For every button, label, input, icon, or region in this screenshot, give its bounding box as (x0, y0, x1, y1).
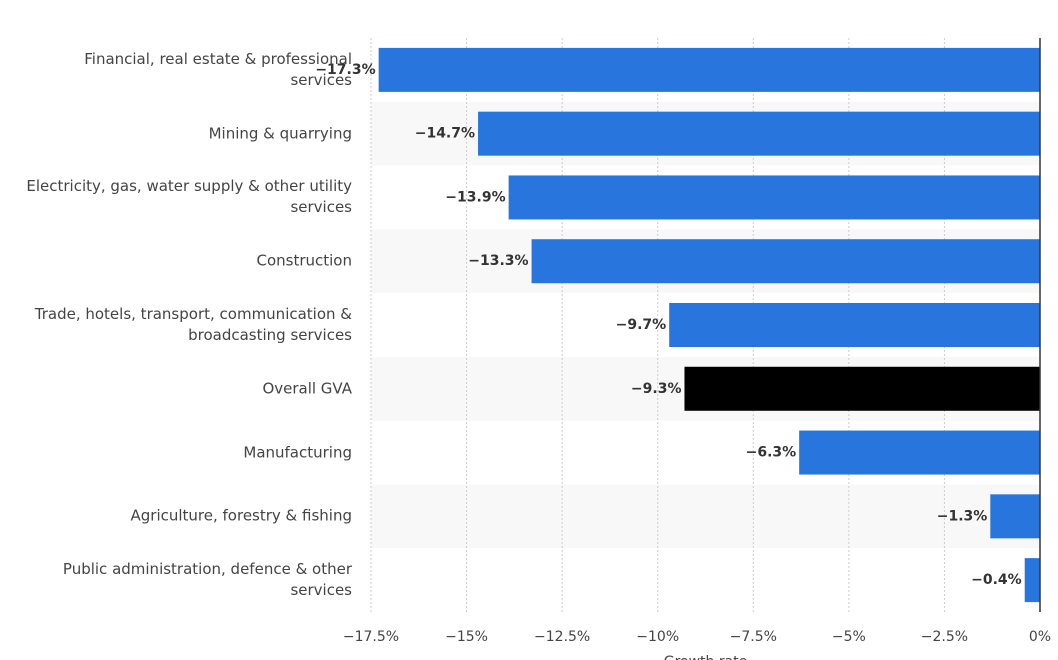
x-axis-label: Growth rate (664, 654, 748, 660)
bar (684, 366, 1040, 411)
value-label: −9.7% (616, 317, 667, 333)
y-tick-label: Public administration, defence & other s… (62, 560, 352, 600)
value-label: −6.3% (746, 445, 797, 461)
x-tick-label: −12.5% (534, 629, 590, 645)
bar (531, 239, 1040, 284)
x-tick-label: −2.5% (921, 629, 968, 645)
bar (508, 175, 1040, 220)
value-label: −13.3% (468, 253, 528, 269)
y-tick-label: Mining & quarrying (208, 124, 352, 143)
x-tick-label: −10% (636, 629, 679, 645)
bar (669, 303, 1040, 347)
y-tick-label: Trade, hotels, transport, communication … (34, 305, 352, 344)
bar (990, 494, 1040, 539)
bar (799, 430, 1040, 475)
x-tick-label: −7.5% (730, 629, 777, 645)
x-tick-label: −5% (832, 629, 866, 645)
value-label: −9.3% (631, 381, 682, 397)
value-label: −17.3% (315, 62, 375, 78)
y-tick-label: Construction (256, 251, 352, 270)
y-tick-label: Financial, real estate & professional se… (84, 49, 352, 89)
y-tick-label: Electricity, gas, water supply & other u… (26, 177, 352, 217)
bar (478, 111, 1040, 156)
x-tick-label: 0% (1029, 629, 1051, 645)
bar (1024, 558, 1040, 603)
bar (378, 47, 1040, 92)
x-tick-label: −15% (445, 629, 488, 645)
row-stripe (371, 484, 1040, 549)
value-label: −13.9% (445, 189, 505, 205)
y-tick-label: Agriculture, forestry & fishing (130, 506, 353, 525)
value-label: −1.3% (937, 508, 988, 524)
value-label: −14.7% (415, 126, 475, 142)
value-label: −0.4% (971, 572, 1022, 588)
x-tick-label: −17.5% (343, 629, 399, 645)
y-tick-label: Overall GVA (262, 379, 352, 398)
y-tick-label: Manufacturing (243, 443, 352, 462)
